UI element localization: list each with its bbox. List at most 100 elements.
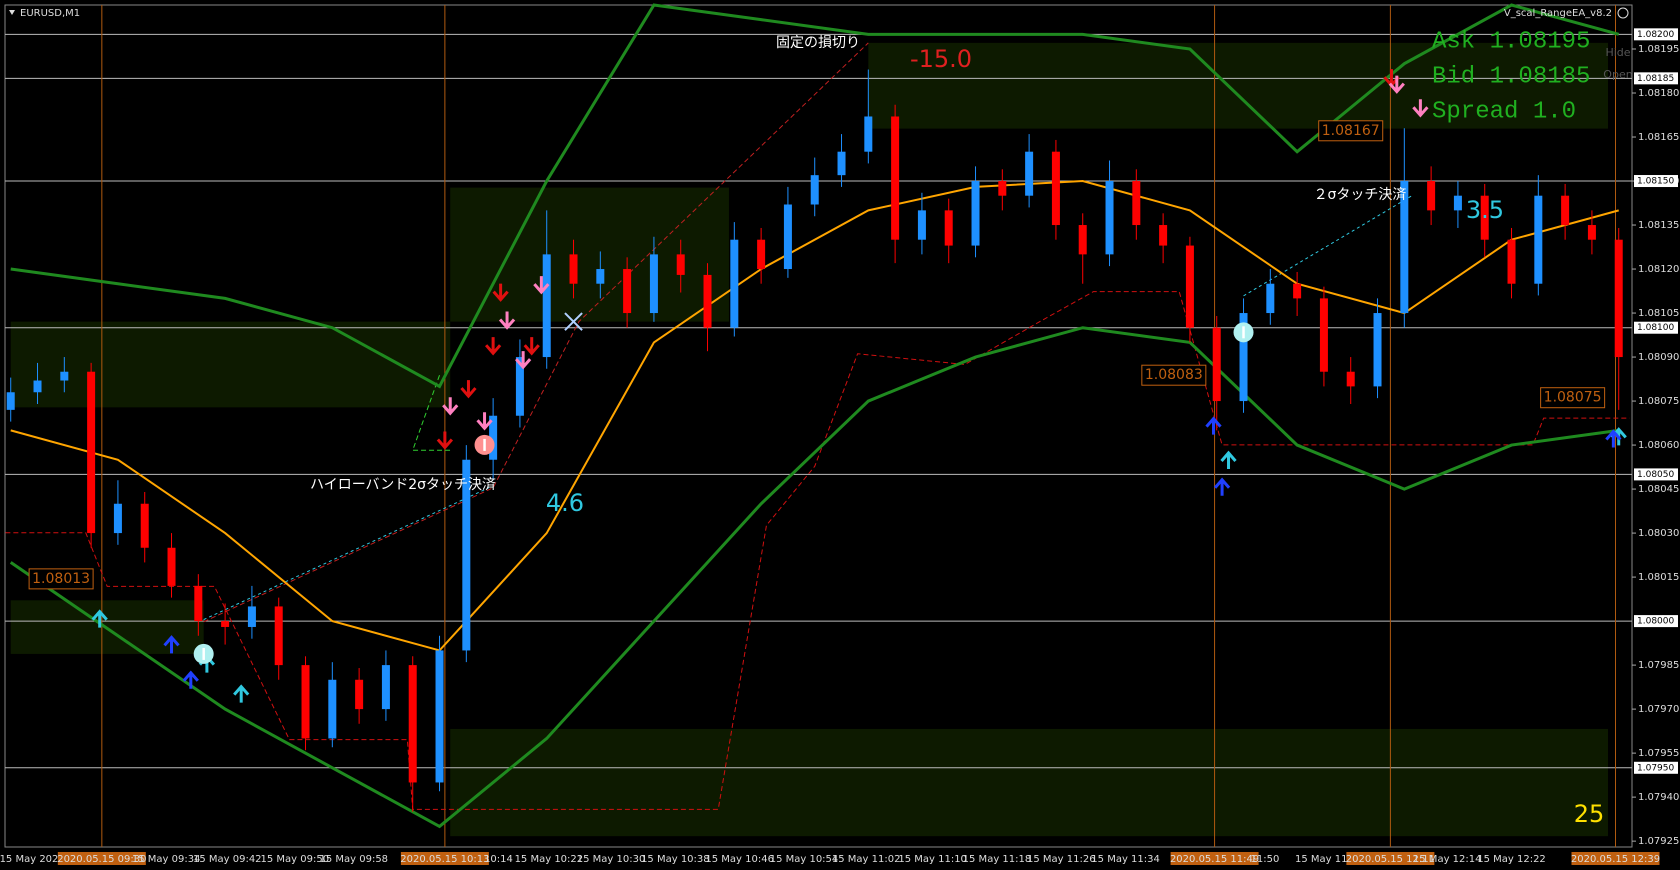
candle-body <box>1185 245 1194 328</box>
y-tick-label: 1.07925 <box>1638 836 1679 847</box>
stop-line <box>5 291 1630 810</box>
signal-arrow <box>498 311 516 330</box>
y-tick-label: 1.07955 <box>1638 748 1679 759</box>
candle-body <box>1132 181 1141 226</box>
time-box <box>1170 852 1259 865</box>
y-tick-label: 1.07985 <box>1638 660 1679 671</box>
signal-arrow <box>1220 450 1237 469</box>
price-tag-label: 1.08167 <box>1322 123 1380 139</box>
y-tick-label: 1.08090 <box>1638 352 1679 363</box>
symbol: EURUSD,M1 <box>20 8 80 19</box>
profit-value: 3.5 <box>1466 196 1504 224</box>
candle-body <box>462 459 471 651</box>
indicator-line <box>10 180 1619 652</box>
candle-body <box>1212 327 1221 402</box>
signal-arrow <box>442 397 459 416</box>
candle-body <box>1373 313 1382 387</box>
price-box <box>1634 72 1678 85</box>
candle-body <box>435 650 444 783</box>
candle-body <box>1051 151 1060 226</box>
candle-body <box>1534 195 1543 284</box>
open-button[interactable]: Open <box>1603 68 1632 81</box>
x-tick-label: 15 May 10:30 <box>577 854 646 865</box>
candle-body <box>1587 225 1596 240</box>
candle-body <box>998 181 1007 196</box>
close-expert[interactable] <box>1617 7 1629 19</box>
signal-arrow <box>1412 99 1429 118</box>
menu-icon[interactable] <box>9 10 15 15</box>
y-tick-label: 1.08030 <box>1638 528 1679 539</box>
price-box-label: 1.08000 <box>1637 617 1674 627</box>
signal-arrow <box>484 337 502 356</box>
zone <box>868 42 1608 129</box>
signal-arrow <box>163 635 180 654</box>
candle-body <box>676 254 685 275</box>
candle-body <box>1507 239 1516 284</box>
candle-body <box>60 371 69 381</box>
loss-value: -15.0 <box>910 45 972 73</box>
candle-body <box>810 175 819 205</box>
x-tick-label: 15 May 09:58 <box>319 854 388 865</box>
bid: Bid 1.08185 <box>1432 63 1590 90</box>
x-tick-label: 15 May 09:42 <box>193 854 262 865</box>
candle-body <box>1561 195 1570 226</box>
candle-body <box>1614 239 1623 358</box>
x-tick-label: 2020.05.15 12:39 <box>1571 854 1660 865</box>
y-tick-label: 1.07940 <box>1638 792 1679 803</box>
profit-value: 4.6 <box>546 489 584 517</box>
candle-body <box>113 503 122 534</box>
signal-arrow <box>533 276 550 295</box>
x-tick-label: 2020.05.15 09:30 <box>57 854 146 865</box>
y-tick-label: 1.08045 <box>1638 484 1679 495</box>
ask: Ask 1.08195 <box>1432 28 1590 55</box>
candle-body <box>194 585 203 622</box>
x-tick-label: 15 May 2020 <box>0 854 65 865</box>
x-tick-label: 15 May 11:02 <box>832 854 901 865</box>
candle-body <box>408 665 417 783</box>
signal-arrow <box>1205 416 1222 435</box>
indicator-line <box>10 3 1620 389</box>
candle-body <box>1078 225 1087 255</box>
candle-body <box>542 254 551 358</box>
candle-body <box>971 181 980 246</box>
candle-body <box>649 254 658 314</box>
hide-button[interactable]: Hide <box>1605 46 1630 59</box>
x-tick-label: 2020.05.15 12:11 <box>1346 854 1435 865</box>
candle-body <box>1025 151 1034 196</box>
signal-arrow <box>523 337 540 356</box>
candle-body <box>596 269 605 284</box>
price-tag <box>1540 387 1606 409</box>
candle-body <box>1453 195 1462 211</box>
candle-body <box>757 239 766 270</box>
price-box <box>1634 28 1678 41</box>
expert-name: V_scal_RangeEA_v8.2 <box>1504 8 1612 19</box>
candle-body <box>1293 283 1302 299</box>
candle-body <box>381 665 390 710</box>
candle-body <box>783 204 792 270</box>
stop-line <box>412 375 451 451</box>
candle-body <box>328 679 337 739</box>
trade-line <box>1243 194 1414 297</box>
y-tick-label: 1.08105 <box>1638 308 1679 319</box>
time-box <box>1346 852 1435 865</box>
price-box <box>1634 468 1678 481</box>
x-tick-label: 15 May 12:14 <box>1413 854 1482 865</box>
candle-body <box>1319 298 1328 372</box>
price-tag <box>1141 364 1207 386</box>
candle-body <box>1105 181 1114 255</box>
y-tick-label: 1.08015 <box>1638 572 1679 583</box>
candle-body <box>1239 313 1248 402</box>
x-tick-label: 15 May 10:54 <box>770 854 839 865</box>
signal-arrow <box>182 670 199 689</box>
spread: Spread 1.0 <box>1432 98 1576 125</box>
indicator-line <box>9 326 1619 829</box>
x-tick-label: 15 May 11:10 <box>898 854 967 865</box>
candle-body <box>703 274 712 328</box>
x-tick-label: 10:14 <box>484 854 513 865</box>
candle-body <box>917 210 926 240</box>
x-tick-label: 15 May 10:38 <box>641 854 710 865</box>
time-box <box>57 852 146 865</box>
candle-body <box>221 621 230 627</box>
